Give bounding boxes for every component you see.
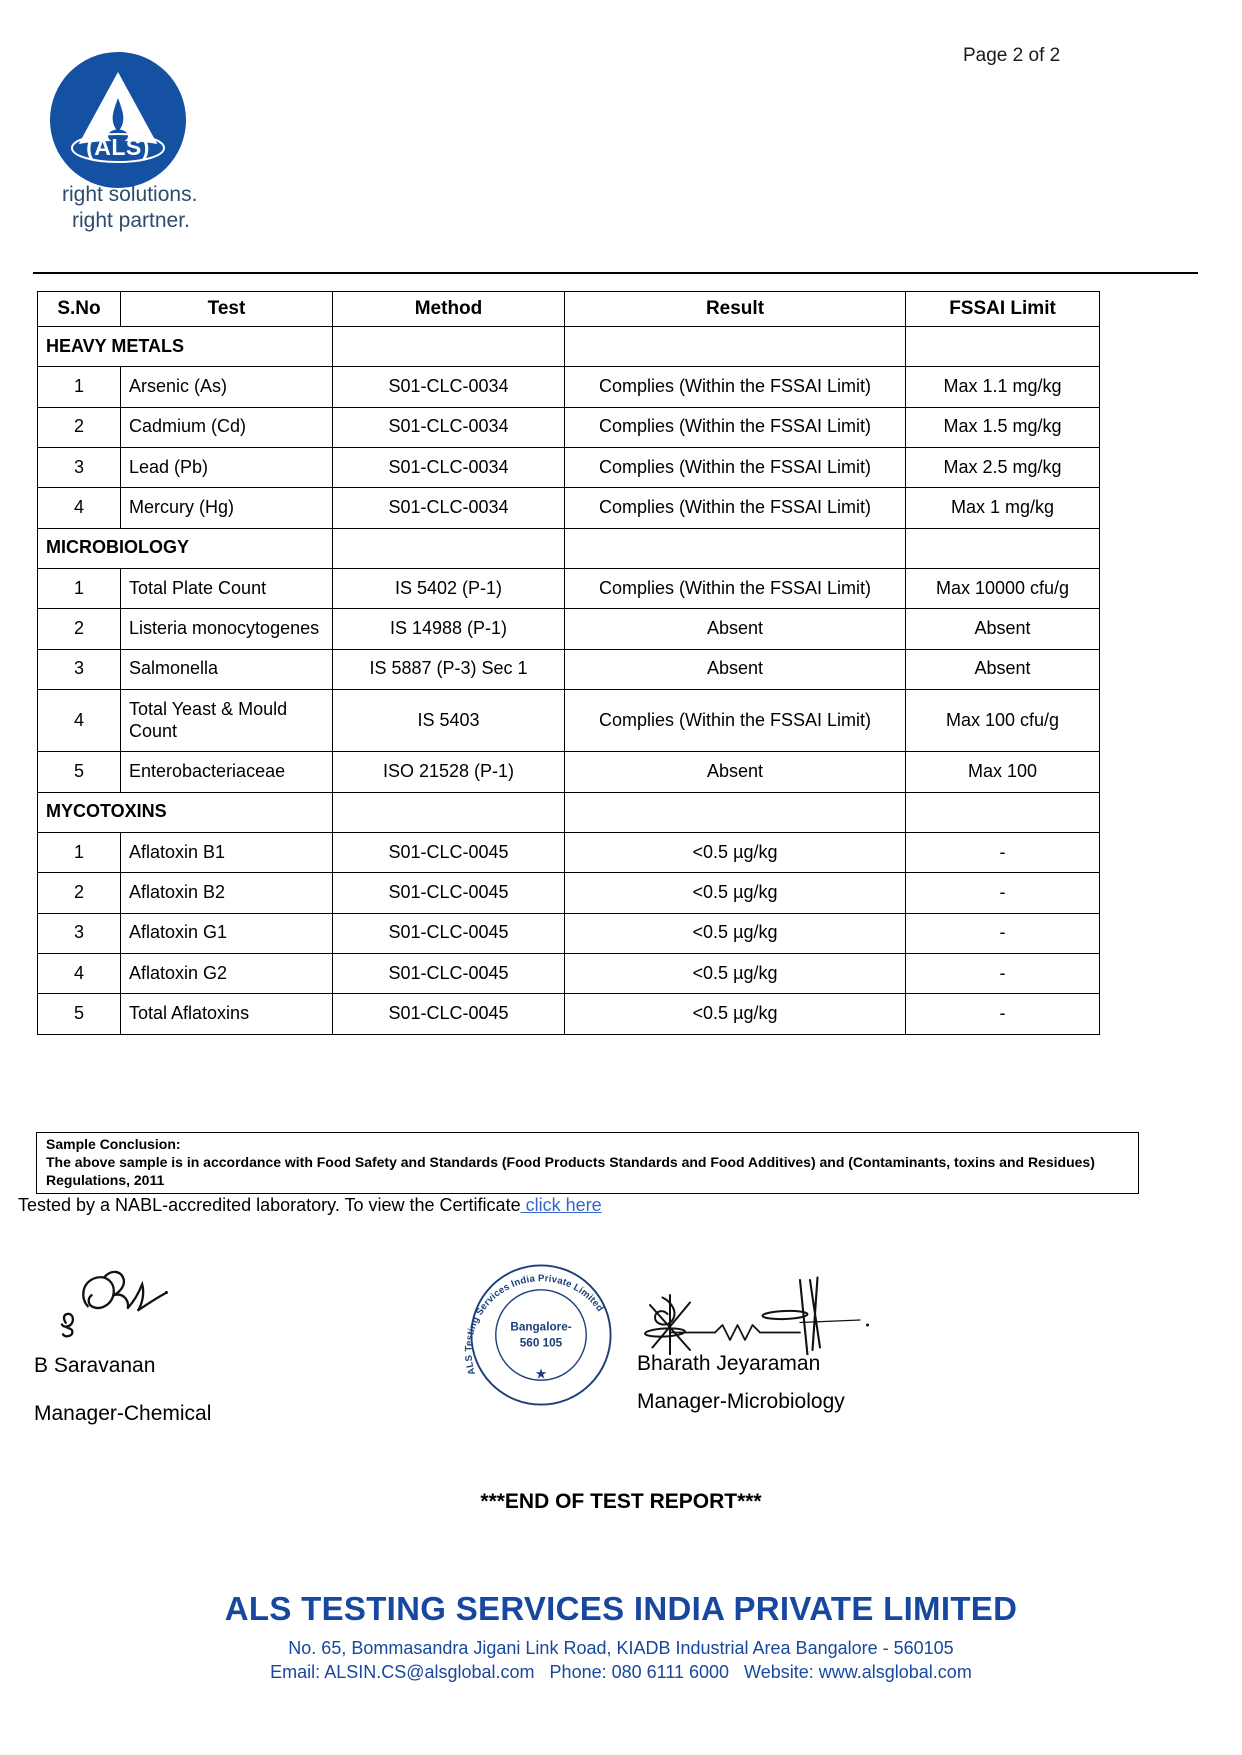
- svg-text:(ALS): (ALS): [86, 134, 150, 160]
- svg-text:560 105: 560 105: [520, 1336, 563, 1349]
- svg-text:★: ★: [535, 1366, 547, 1382]
- svg-text:Bangalore-: Bangalore-: [510, 1321, 571, 1334]
